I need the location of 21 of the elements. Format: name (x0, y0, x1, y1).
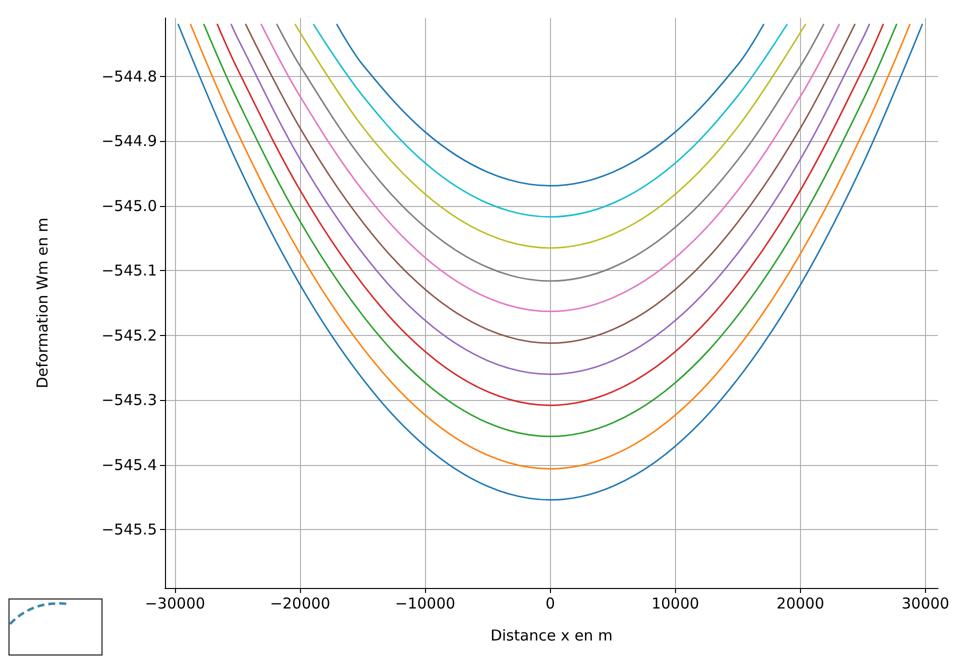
x-tick-label: −10000 (395, 594, 456, 612)
x-tick-label: −30000 (144, 594, 206, 612)
y-tick-label: −544.8 (101, 67, 157, 86)
x-tick-label: −20000 (270, 594, 330, 612)
y-tick-label: −545.4 (101, 456, 157, 474)
y-tick-label: −545.2 (101, 326, 157, 344)
x-tick-label: 20000 (776, 594, 824, 612)
y-tick-label: −545.1 (101, 262, 157, 280)
y-tick-label: −545.0 (101, 196, 157, 215)
y-tick-label: −545.5 (101, 520, 157, 539)
line-series (294, 24, 806, 249)
x-tick-label: 0 (545, 594, 556, 612)
y-tick-label: −544.9 (101, 132, 157, 150)
x-tick-label: 10000 (651, 594, 700, 612)
x-axis-title: Distance x en m (490, 626, 613, 644)
line-series (276, 24, 824, 282)
line-series (312, 24, 788, 218)
y-axis-title: Deformation Wm en m (34, 218, 52, 388)
line-series (336, 24, 764, 187)
x-tick-label: 30000 (902, 594, 950, 612)
y-tick-label: −545.3 (101, 391, 157, 410)
